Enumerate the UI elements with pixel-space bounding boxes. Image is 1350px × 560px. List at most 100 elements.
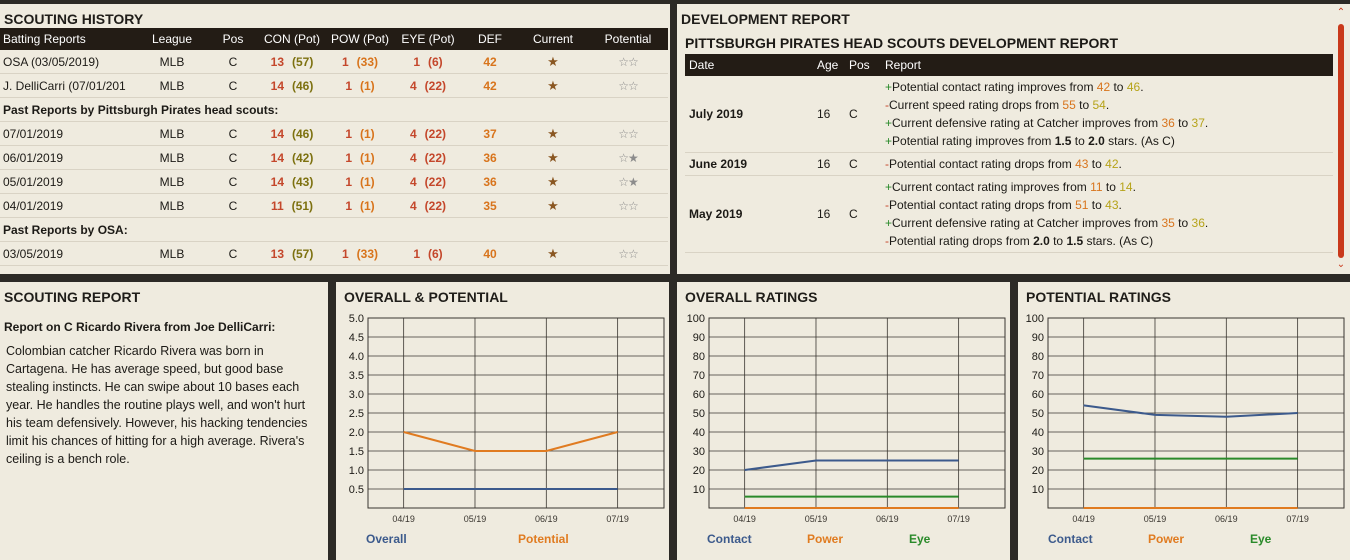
overall-ratings-chart-panel: OVERALL RATINGS 10 20 30 40 50 60 70 80 90 100 04/… <box>677 282 1010 560</box>
pow-cell: 1 (1) <box>326 193 394 218</box>
conp-value: (51) <box>291 198 314 213</box>
report-line: -Potential contact rating drops from 51 … <box>885 196 1333 214</box>
pos-value: C <box>228 246 238 261</box>
series-line-contact <box>1083 404 1298 418</box>
pos-cell: C <box>208 193 258 218</box>
pos-header[interactable]: Pos <box>845 54 881 76</box>
batting-reports-header[interactable]: Batting Reports <box>0 28 136 50</box>
report-heading: Report on C Ricardo Rivera from Joe Dell… <box>4 320 276 334</box>
pow-cell: 1 (1) <box>326 145 394 170</box>
date-cell: July 2019 <box>685 76 813 153</box>
src-value: 06/01/2019 <box>3 150 64 165</box>
eyep-value: (6) <box>428 246 443 261</box>
report-line: +Potential rating improves from 1.5 to 2… <box>885 132 1333 150</box>
pos-header[interactable]: Pos <box>208 28 258 50</box>
report-v2: 54 <box>1092 98 1106 112</box>
pot-cell: ☆☆ <box>588 193 668 218</box>
conp-value: (57) <box>292 54 314 69</box>
report-end: . <box>1105 98 1110 112</box>
table-row[interactable]: June 2019 16 C -Potential contact rating dr… <box>685 152 1333 176</box>
x-tick-label: 07/19 <box>1286 514 1309 524</box>
eye-cell: 4 (22) <box>394 121 462 146</box>
report-end: stars. (As C) <box>1104 134 1175 148</box>
current-star-icon: ★ <box>547 53 559 69</box>
potential-star-icon: ☆☆ <box>618 198 638 213</box>
current-header[interactable]: Current <box>518 28 588 50</box>
con-cell: 14 (46) <box>258 73 326 98</box>
x-tick-label: 07/19 <box>606 514 629 524</box>
eye-value: 1 <box>413 246 420 261</box>
pos-cell: C <box>845 175 881 253</box>
table-row[interactable]: 06/01/2019 MLB C 14 (42) 1 (1) 4 (22) 36 ★ ☆★ <box>0 145 668 170</box>
series-line-contact <box>744 459 959 471</box>
def-value: 36 <box>483 174 497 189</box>
league-value: MLB <box>159 246 185 261</box>
pow-cell: 1 (33) <box>326 50 394 74</box>
y-tick-label: 50 <box>1032 408 1044 420</box>
eye-value: 4 <box>409 126 417 141</box>
table-row[interactable]: May 2019 16 C +Current contact rating impro… <box>685 175 1333 253</box>
date-header[interactable]: Date <box>685 54 813 76</box>
eye-header[interactable]: EYE (Pot) <box>394 28 462 50</box>
conp-value: (46) <box>292 126 314 141</box>
league-value: MLB <box>159 54 185 69</box>
table-row[interactable]: J. DelliCarri (07/01/201 MLB C 14 (46) 1 (1) 4 (… <box>0 73 668 98</box>
league-header[interactable]: League <box>136 28 208 50</box>
league-value: MLB <box>159 198 185 213</box>
report-end: . <box>1140 80 1144 94</box>
report-sign: + <box>885 216 893 230</box>
pow-header[interactable]: POW (Pot) <box>326 28 394 50</box>
def-header[interactable]: DEF <box>462 28 518 50</box>
age-header[interactable]: Age <box>813 54 845 76</box>
table-row[interactable]: 03/05/2019 MLB C 13 (57) 1 (33) 1 (6) 40 ★ ☆☆ <box>0 241 668 266</box>
report-end: . <box>1118 198 1122 212</box>
report-mid: to <box>1049 234 1067 248</box>
pot-cell: ☆★ <box>588 145 668 170</box>
report-sign: - <box>885 198 889 212</box>
scroll-down-icon[interactable]: ⌄ <box>1336 259 1346 270</box>
y-tick-label: 70 <box>1032 370 1044 382</box>
y-tick-label: 100 <box>687 313 705 325</box>
potential-header[interactable]: Potential <box>588 28 668 50</box>
report-v2: 14 <box>1119 180 1133 194</box>
table-row[interactable]: OSA (03/05/2019) MLB C 13 (57) 1 (33) 1 (6) 42 ★ ☆☆ <box>0 50 668 74</box>
src-value: J. DelliCarri (07/01/201 <box>3 78 126 93</box>
report-mid: to <box>1071 134 1089 148</box>
src-cell: J. DelliCarri (07/01/201 <box>0 73 136 98</box>
scroll-thumb[interactable] <box>1338 24 1344 258</box>
vertical-scrollbar[interactable]: ⌃ ⌄ <box>1336 8 1346 270</box>
report-header[interactable]: Report <box>881 54 1333 76</box>
report-text: Potential rating drops from <box>889 234 1034 248</box>
src-value: 07/01/2019 <box>3 126 64 141</box>
current-star-icon: ★ <box>547 197 559 213</box>
scroll-up-icon[interactable]: ⌃ <box>1336 7 1346 18</box>
table-row[interactable]: 05/01/2019 MLB C 14 (43) 1 (1) 4 (22) 36 ★ ☆★ <box>0 169 668 194</box>
legend-potential: Potential <box>518 532 569 546</box>
con-header[interactable]: CON (Pot) <box>258 28 326 50</box>
y-tick-label: 40 <box>1032 427 1044 439</box>
report-sign: - <box>885 234 889 248</box>
report-text: Current defensive rating at Catcher impr… <box>892 216 1162 230</box>
report-sign: + <box>885 80 893 94</box>
table-row[interactable]: July 2019 16 C +Potential contact rating im… <box>685 76 1333 153</box>
pos-value: C <box>228 150 238 165</box>
league-cell: MLB <box>136 241 208 266</box>
con-value: 14 <box>270 150 284 165</box>
y-tick-label: 2.0 <box>349 427 364 439</box>
powp-value: (1) <box>360 198 375 213</box>
league-value: MLB <box>159 174 185 189</box>
report-end: . <box>1204 116 1209 130</box>
current-star-icon: ★ <box>547 173 559 189</box>
report-v2: 36 <box>1191 216 1205 230</box>
pow-value: 1 <box>341 246 349 261</box>
league-cell: MLB <box>136 145 208 170</box>
con-value: 14 <box>270 174 284 189</box>
eye-value: 4 <box>409 150 417 165</box>
table-row[interactable]: 07/01/2019 MLB C 14 (46) 1 (1) 4 (22) 37 ★ ☆☆ <box>0 121 668 146</box>
pos-cell: C <box>208 145 258 170</box>
eyep-value: (22) <box>424 126 447 141</box>
y-tick-label: 4.0 <box>349 351 364 363</box>
report-cell: +Current contact rating improves from 11… <box>881 175 1333 253</box>
def-cell: 36 <box>462 145 518 170</box>
table-row[interactable]: 04/01/2019 MLB C 11 (51) 1 (1) 4 (22) 35 ★ ☆☆ <box>0 193 668 218</box>
